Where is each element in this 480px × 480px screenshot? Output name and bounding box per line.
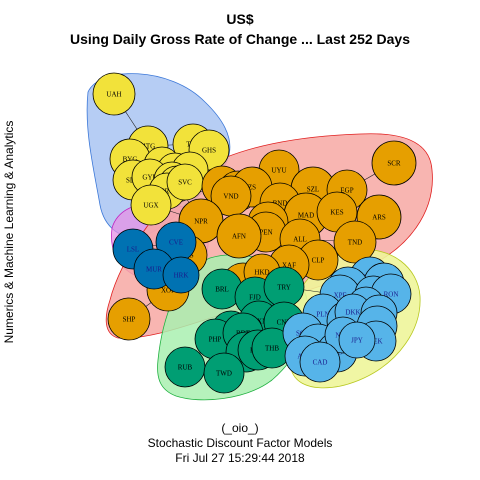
node-label: SHP [123,316,136,324]
node-label: THB [265,345,279,353]
node-uah: UAH [93,73,135,115]
node-label: ARS [372,214,386,222]
node-label: TRY [277,284,291,292]
footer-line-1: (_oio_) [0,421,480,435]
node-label: VND [223,193,238,201]
node-label: AFN [232,233,246,241]
node-cad: CAD [300,342,340,382]
node-label: ALL [293,236,307,244]
node-label: DKK [345,309,360,317]
node-hrk: HRK [163,257,199,293]
node-label: TND [348,239,362,247]
node-label: BRL [215,286,229,294]
node-label: SCR [387,160,401,168]
node-label: MUR [146,266,162,274]
node-label: NPR [194,218,208,226]
node-label: JPY [351,337,363,345]
node-label: SVC [178,179,192,187]
node-label: LSL [127,246,139,254]
node-ugx: UGX [131,185,171,225]
node-afn: AFN [217,214,261,258]
node-label: UAH [106,91,121,99]
node-label: CVE [169,239,183,247]
footer-line-3: Fri Jul 27 15:29:44 2018 [0,451,480,465]
node-svc: SVC [167,164,203,200]
node-jpy: JPY [339,322,375,358]
node-label: CLP [312,257,325,265]
node-label: HRK [174,272,189,280]
footer-line-2: Stochastic Discount Factor Models [0,436,480,450]
node-label: UGX [143,202,158,210]
node-label: KES [330,209,343,217]
node-label: GHS [202,147,216,155]
node-label: RUB [178,364,193,372]
node-label: TWD [216,370,232,378]
node-label: SZL [307,186,319,194]
node-label: FJD [249,294,261,302]
node-label: PHP [209,336,222,344]
node-label: CAD [313,359,328,367]
node-label: UYU [271,167,286,175]
node-try: TRY [264,267,304,307]
node-shp: SHP [108,298,150,340]
node-rub: RUB [165,347,205,387]
node-label: MAD [298,212,314,220]
node-scr: SCR [372,141,416,185]
node-twd: TWD [204,353,244,393]
